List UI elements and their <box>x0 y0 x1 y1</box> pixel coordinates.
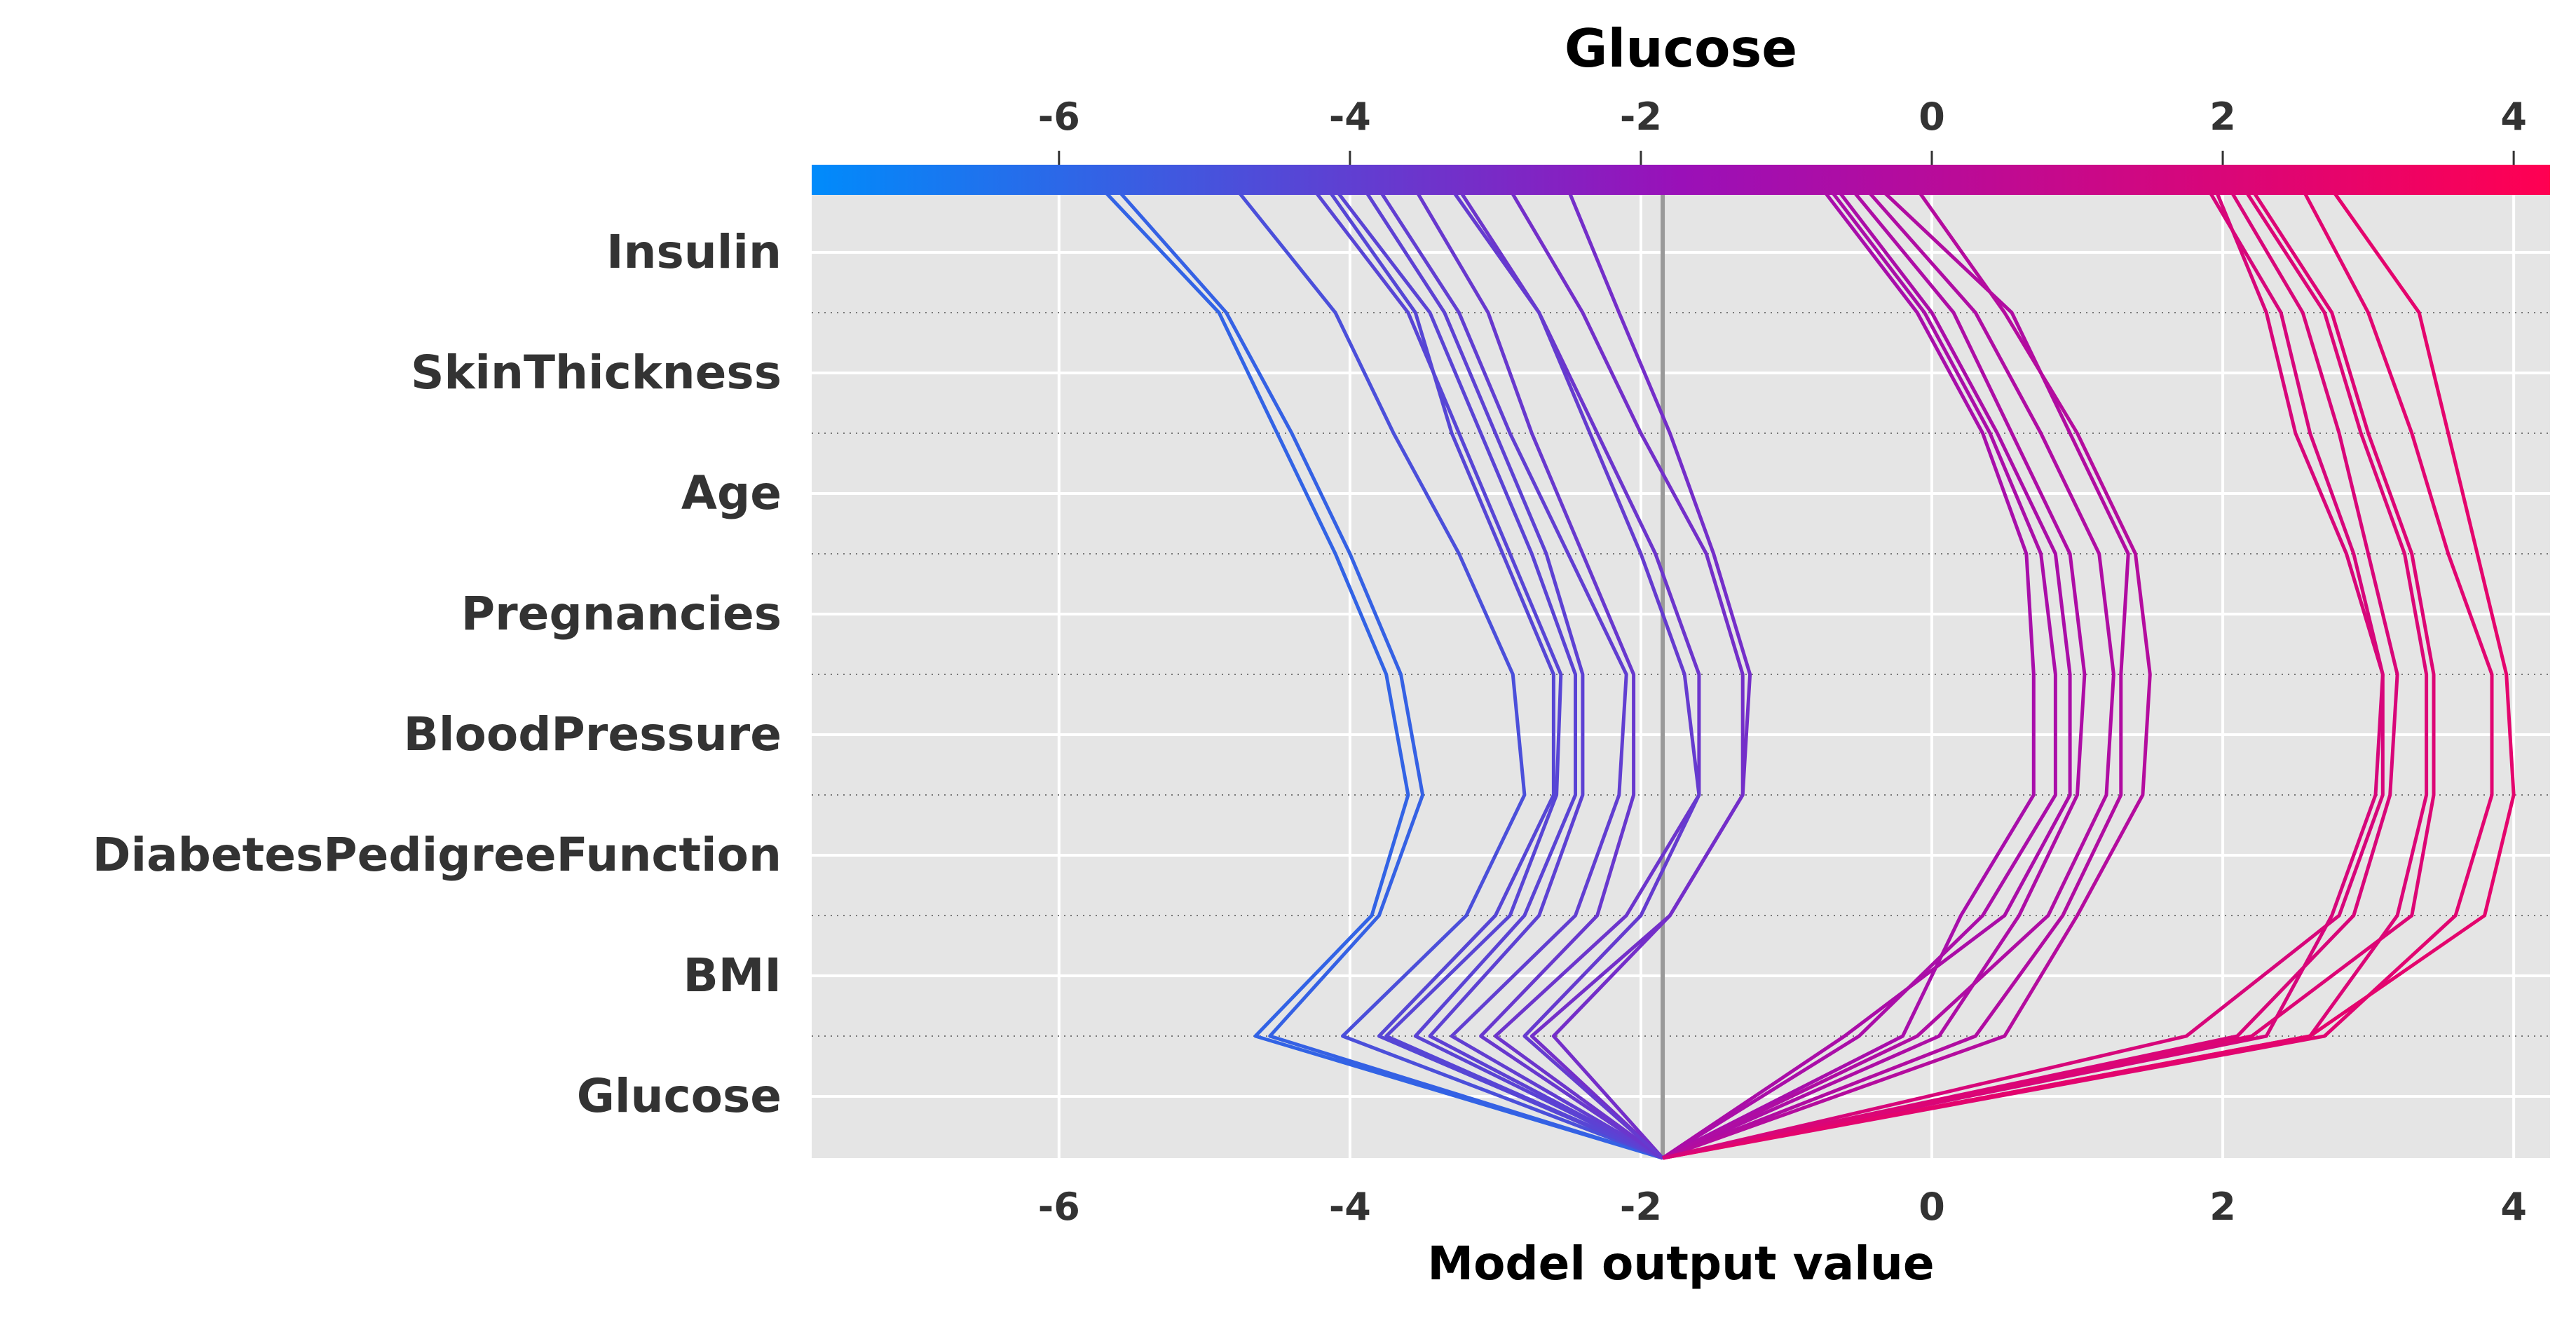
decision-lines <box>1093 177 2516 1160</box>
x-tick-label: -6 <box>1038 1185 1080 1229</box>
decision-line <box>1662 177 2115 1160</box>
decision-line <box>1661 177 2057 1160</box>
colorbar <box>812 165 2550 195</box>
top-tick-label: 2 <box>2209 95 2236 139</box>
top-tick-label: 0 <box>1919 95 1945 139</box>
top-axis: -6 -4 -2 0 2 4 <box>1038 95 2527 165</box>
feature-label: Age <box>681 466 782 520</box>
decision-line <box>1108 177 1663 1160</box>
decision-line <box>1662 177 2429 1160</box>
x-tick-label: 2 <box>2209 1185 2236 1229</box>
decision-line <box>1662 177 2399 1160</box>
decision-line <box>1662 177 2087 1160</box>
x-tick-label: 0 <box>1919 1185 1945 1229</box>
chart-title: Glucose <box>1565 18 1797 79</box>
feature-labels: Insulin SkinThickness Age Pregnancies BloodP… <box>93 225 782 1123</box>
top-tick-label: -2 <box>1620 95 1662 139</box>
x-tick-label: -2 <box>1620 1185 1662 1229</box>
x-tick-label: 4 <box>2500 1185 2527 1229</box>
decision-line <box>1319 177 1664 1160</box>
feature-label: Glucose <box>577 1069 782 1123</box>
top-tick-label: -4 <box>1329 95 1371 139</box>
decision-line <box>1662 177 2152 1160</box>
decision-line <box>1466 177 1752 1159</box>
decision-line <box>1356 177 1664 1160</box>
bottom-axis: -6 -4 -2 0 2 4 <box>1038 1185 2527 1229</box>
decision-line <box>1093 177 1663 1160</box>
feature-label: SkinThickness <box>411 346 782 400</box>
decision-line <box>1232 178 1663 1160</box>
x-tick-label: -4 <box>1329 1185 1371 1229</box>
feature-label: BloodPressure <box>404 707 782 761</box>
x-axis-label: Model output value <box>1427 1237 1934 1291</box>
decision-line <box>1335 177 1664 1160</box>
decision-line <box>1379 177 1701 1159</box>
feature-label: Insulin <box>606 225 782 279</box>
plot-area-background <box>812 186 2550 1158</box>
decision-line <box>1662 179 2436 1160</box>
feature-label: BMI <box>683 948 782 1002</box>
decision-line <box>1298 177 1664 1160</box>
decision-line <box>1662 177 2130 1160</box>
top-tick-label: 4 <box>2500 95 2527 139</box>
feature-label: Pregnancies <box>461 587 782 641</box>
decision-line <box>1458 177 1745 1159</box>
decision-line <box>1661 177 2072 1160</box>
decision-line <box>1662 177 2494 1160</box>
decision-line <box>1662 177 2516 1160</box>
decision-line <box>1422 177 1701 1160</box>
feature-label: DiabetesPedigreeFunction <box>93 828 782 882</box>
decision-line <box>1661 177 2036 1160</box>
top-tick-label: -6 <box>1038 95 1080 139</box>
decision-line <box>1400 177 1664 1160</box>
decision-line <box>1662 177 2385 1160</box>
decision-line <box>1662 177 2385 1160</box>
decision-line <box>1304 177 1664 1160</box>
